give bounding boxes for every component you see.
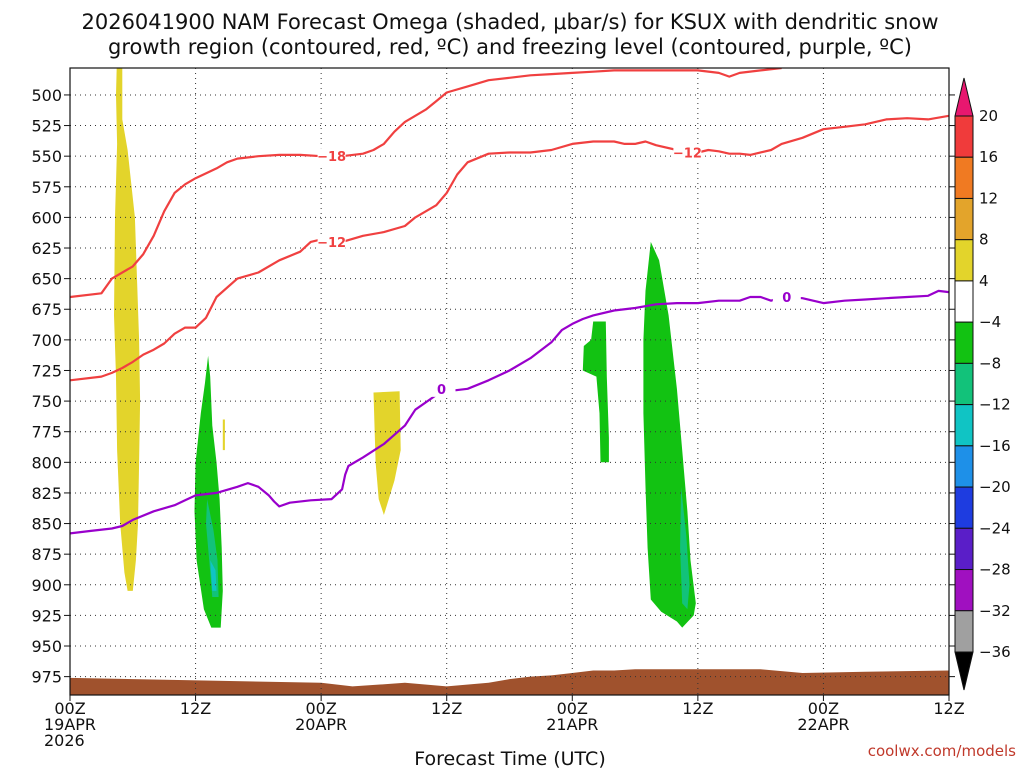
contour-label-bg	[427, 380, 456, 397]
contour-0: −18	[70, 68, 782, 299]
contour-label: −12	[673, 146, 702, 161]
x-tick-label: 00Z	[305, 699, 336, 718]
y-axis-ticks: 500 525 550 575 600 625 650 675 700 725 750 775 800 8…	[31, 86, 955, 687]
x-tick-label: 00Z	[557, 699, 588, 718]
y-tick-label: 750	[31, 392, 62, 411]
colorbar-label: −16	[979, 437, 1011, 455]
contour-label-bg	[317, 148, 346, 165]
contour-label: −18	[317, 150, 346, 165]
x-tick-label: 22APR	[797, 715, 849, 734]
x-tick-label: 21APR	[546, 715, 598, 734]
x-axis-label: Forecast Time (UTC)	[414, 748, 605, 768]
colorbar-label: −24	[979, 519, 1011, 537]
contour-1: −12 −12	[70, 114, 949, 382]
y-tick-label: 850	[31, 515, 62, 534]
y-tick-label: 500	[31, 86, 62, 105]
colorbar-bottom-triangle	[954, 651, 974, 691]
terrain-area	[70, 669, 949, 695]
colorbar-label: −20	[979, 478, 1011, 496]
x-tick-label: 12Z	[933, 699, 964, 718]
contour-label: 0	[437, 383, 446, 398]
colorbar-bin-6	[954, 321, 974, 364]
terrain-fill	[70, 669, 949, 695]
y-tick-label: 625	[31, 239, 62, 258]
colorbar-label: −4	[979, 313, 1001, 331]
grid	[70, 68, 949, 695]
omega-core-2	[680, 486, 690, 610]
x-tick-label: 00Z	[808, 699, 839, 718]
colorbar: 20 16 12 8 4 −4 −8 −12 −16 −20 −24 −28 −32 −36	[954, 77, 1011, 691]
x-tick-label: 12Z	[180, 699, 211, 718]
x-tick-label: 20APR	[295, 715, 347, 734]
colorbar-bin-8	[954, 404, 974, 447]
y-tick-label: 950	[31, 637, 62, 656]
colorbar-bin-13	[954, 610, 974, 653]
y-tick-label: 675	[31, 300, 62, 319]
colorbar-label: 12	[979, 189, 998, 207]
omega-region-ascent-2	[373, 391, 401, 515]
colorbar-bin-2	[954, 156, 974, 199]
contour-label-bg	[673, 144, 702, 161]
colorbar-label: 4	[979, 272, 989, 290]
colorbar-label: 8	[979, 231, 989, 249]
contour-line-0	[70, 68, 782, 299]
y-tick-label: 525	[31, 117, 62, 136]
colorbar-bin-1	[954, 115, 974, 158]
omega-shading	[114, 68, 696, 628]
colorbar-label: 16	[979, 148, 998, 166]
contour-line-1	[70, 114, 949, 382]
y-tick-label: 900	[31, 576, 62, 595]
contour-label-bg	[772, 289, 801, 306]
y-tick-label: 650	[31, 270, 62, 289]
y-tick-label: 975	[31, 668, 62, 687]
y-tick-label: 825	[31, 484, 62, 503]
colorbar-label: −8	[979, 354, 1001, 372]
chart-title-line-1: 2026041900 NAM Forecast Omega (shaded, μ…	[81, 10, 938, 34]
colorbar-label: −32	[979, 602, 1011, 620]
colorbar-label: 20	[979, 107, 998, 125]
y-tick-label: 600	[31, 208, 62, 227]
omega-region-ascent-0	[114, 68, 141, 591]
omega-region-ascent-1	[222, 419, 225, 451]
colorbar-top-triangle	[954, 77, 974, 117]
x-tick-label: 00Z	[54, 699, 85, 718]
colorbar-bin-7	[954, 362, 974, 406]
colorbar-bin-3	[954, 197, 974, 241]
plot-frame	[69, 67, 950, 696]
colorbar-label: −12	[979, 396, 1011, 414]
x-tick-label: 12Z	[682, 699, 713, 718]
chart-title-line-2: growth region (contoured, red, ºC) and f…	[108, 35, 912, 59]
y-tick-label: 875	[31, 545, 62, 564]
y-tick-label: 700	[31, 331, 62, 350]
x-tick-label: 2026	[44, 731, 85, 750]
colorbar-bin-12	[954, 569, 974, 612]
y-tick-label: 725	[31, 361, 62, 380]
omega-region-descent-4	[582, 321, 609, 463]
colorbar-bin-4	[954, 239, 974, 282]
colorbar-label: −28	[979, 561, 1011, 579]
x-tick-label: 19APR	[44, 715, 96, 734]
x-tick-label: 12Z	[431, 699, 462, 718]
contour-label: 0	[782, 291, 791, 306]
credit-text[interactable]: coolwx.com/models	[868, 742, 1016, 760]
colorbar-bin-10	[954, 486, 974, 529]
colorbar-bin-9	[954, 445, 974, 488]
colorbar-bin-11	[954, 527, 974, 571]
contour-2: 00	[70, 289, 949, 535]
y-tick-label: 550	[31, 147, 62, 166]
contour-label-bg	[317, 233, 346, 250]
y-tick-label: 575	[31, 178, 62, 197]
y-tick-label: 800	[31, 453, 62, 472]
colorbar-bin-5	[954, 280, 974, 323]
contour-label: −12	[317, 236, 346, 251]
y-tick-label: 925	[31, 606, 62, 625]
y-tick-label: 775	[31, 423, 62, 442]
colorbar-label: −36	[979, 643, 1011, 661]
omega-core-1	[210, 560, 217, 591]
